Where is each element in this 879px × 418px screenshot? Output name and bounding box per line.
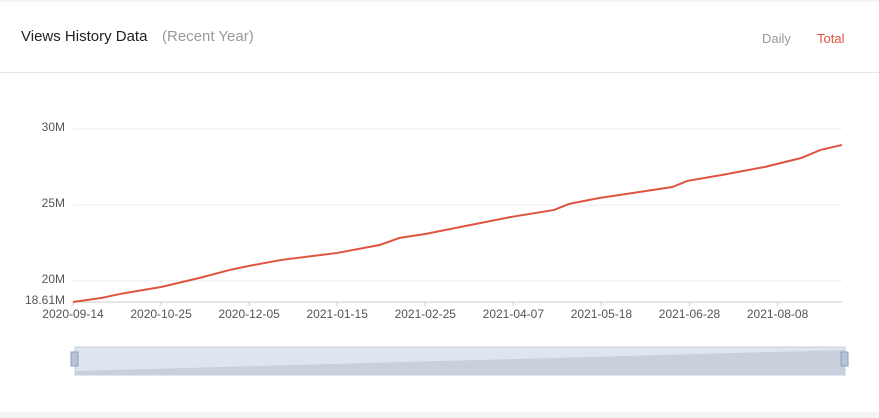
zoom-handle[interactable] <box>70 351 79 367</box>
subtitle: (Recent Year) <box>162 28 254 45</box>
y-tick-label: 30M <box>42 120 65 134</box>
y-tick-label: 25M <box>42 196 65 210</box>
x-tick-label: 2021-02-25 <box>395 307 457 321</box>
y-tick-label: 20M <box>42 272 65 286</box>
x-tick-label: 2021-06-28 <box>659 307 721 321</box>
y-tick-label: 18.61M <box>25 293 65 307</box>
series-line <box>72 143 843 303</box>
title: Views History Data <box>21 28 148 45</box>
x-tick-label: 2021-04-07 <box>483 307 545 321</box>
x-tick-label: 2021-05-18 <box>571 307 633 321</box>
header: Views History Data (Recent Year) Daily T… <box>0 2 879 73</box>
x-tick-label: 2020-09-14 <box>42 307 104 321</box>
zoom-preview <box>75 350 845 375</box>
x-tick-label: 2021-08-08 <box>747 307 809 321</box>
x-tick-label: 2020-12-05 <box>218 307 280 321</box>
x-tick-label: 2021-01-15 <box>307 307 369 321</box>
tab-total[interactable]: Total <box>817 31 845 46</box>
zoom-handle[interactable] <box>840 351 849 367</box>
x-tick-label: 2020-10-25 <box>130 307 192 321</box>
tab-daily[interactable]: Daily <box>762 31 791 46</box>
